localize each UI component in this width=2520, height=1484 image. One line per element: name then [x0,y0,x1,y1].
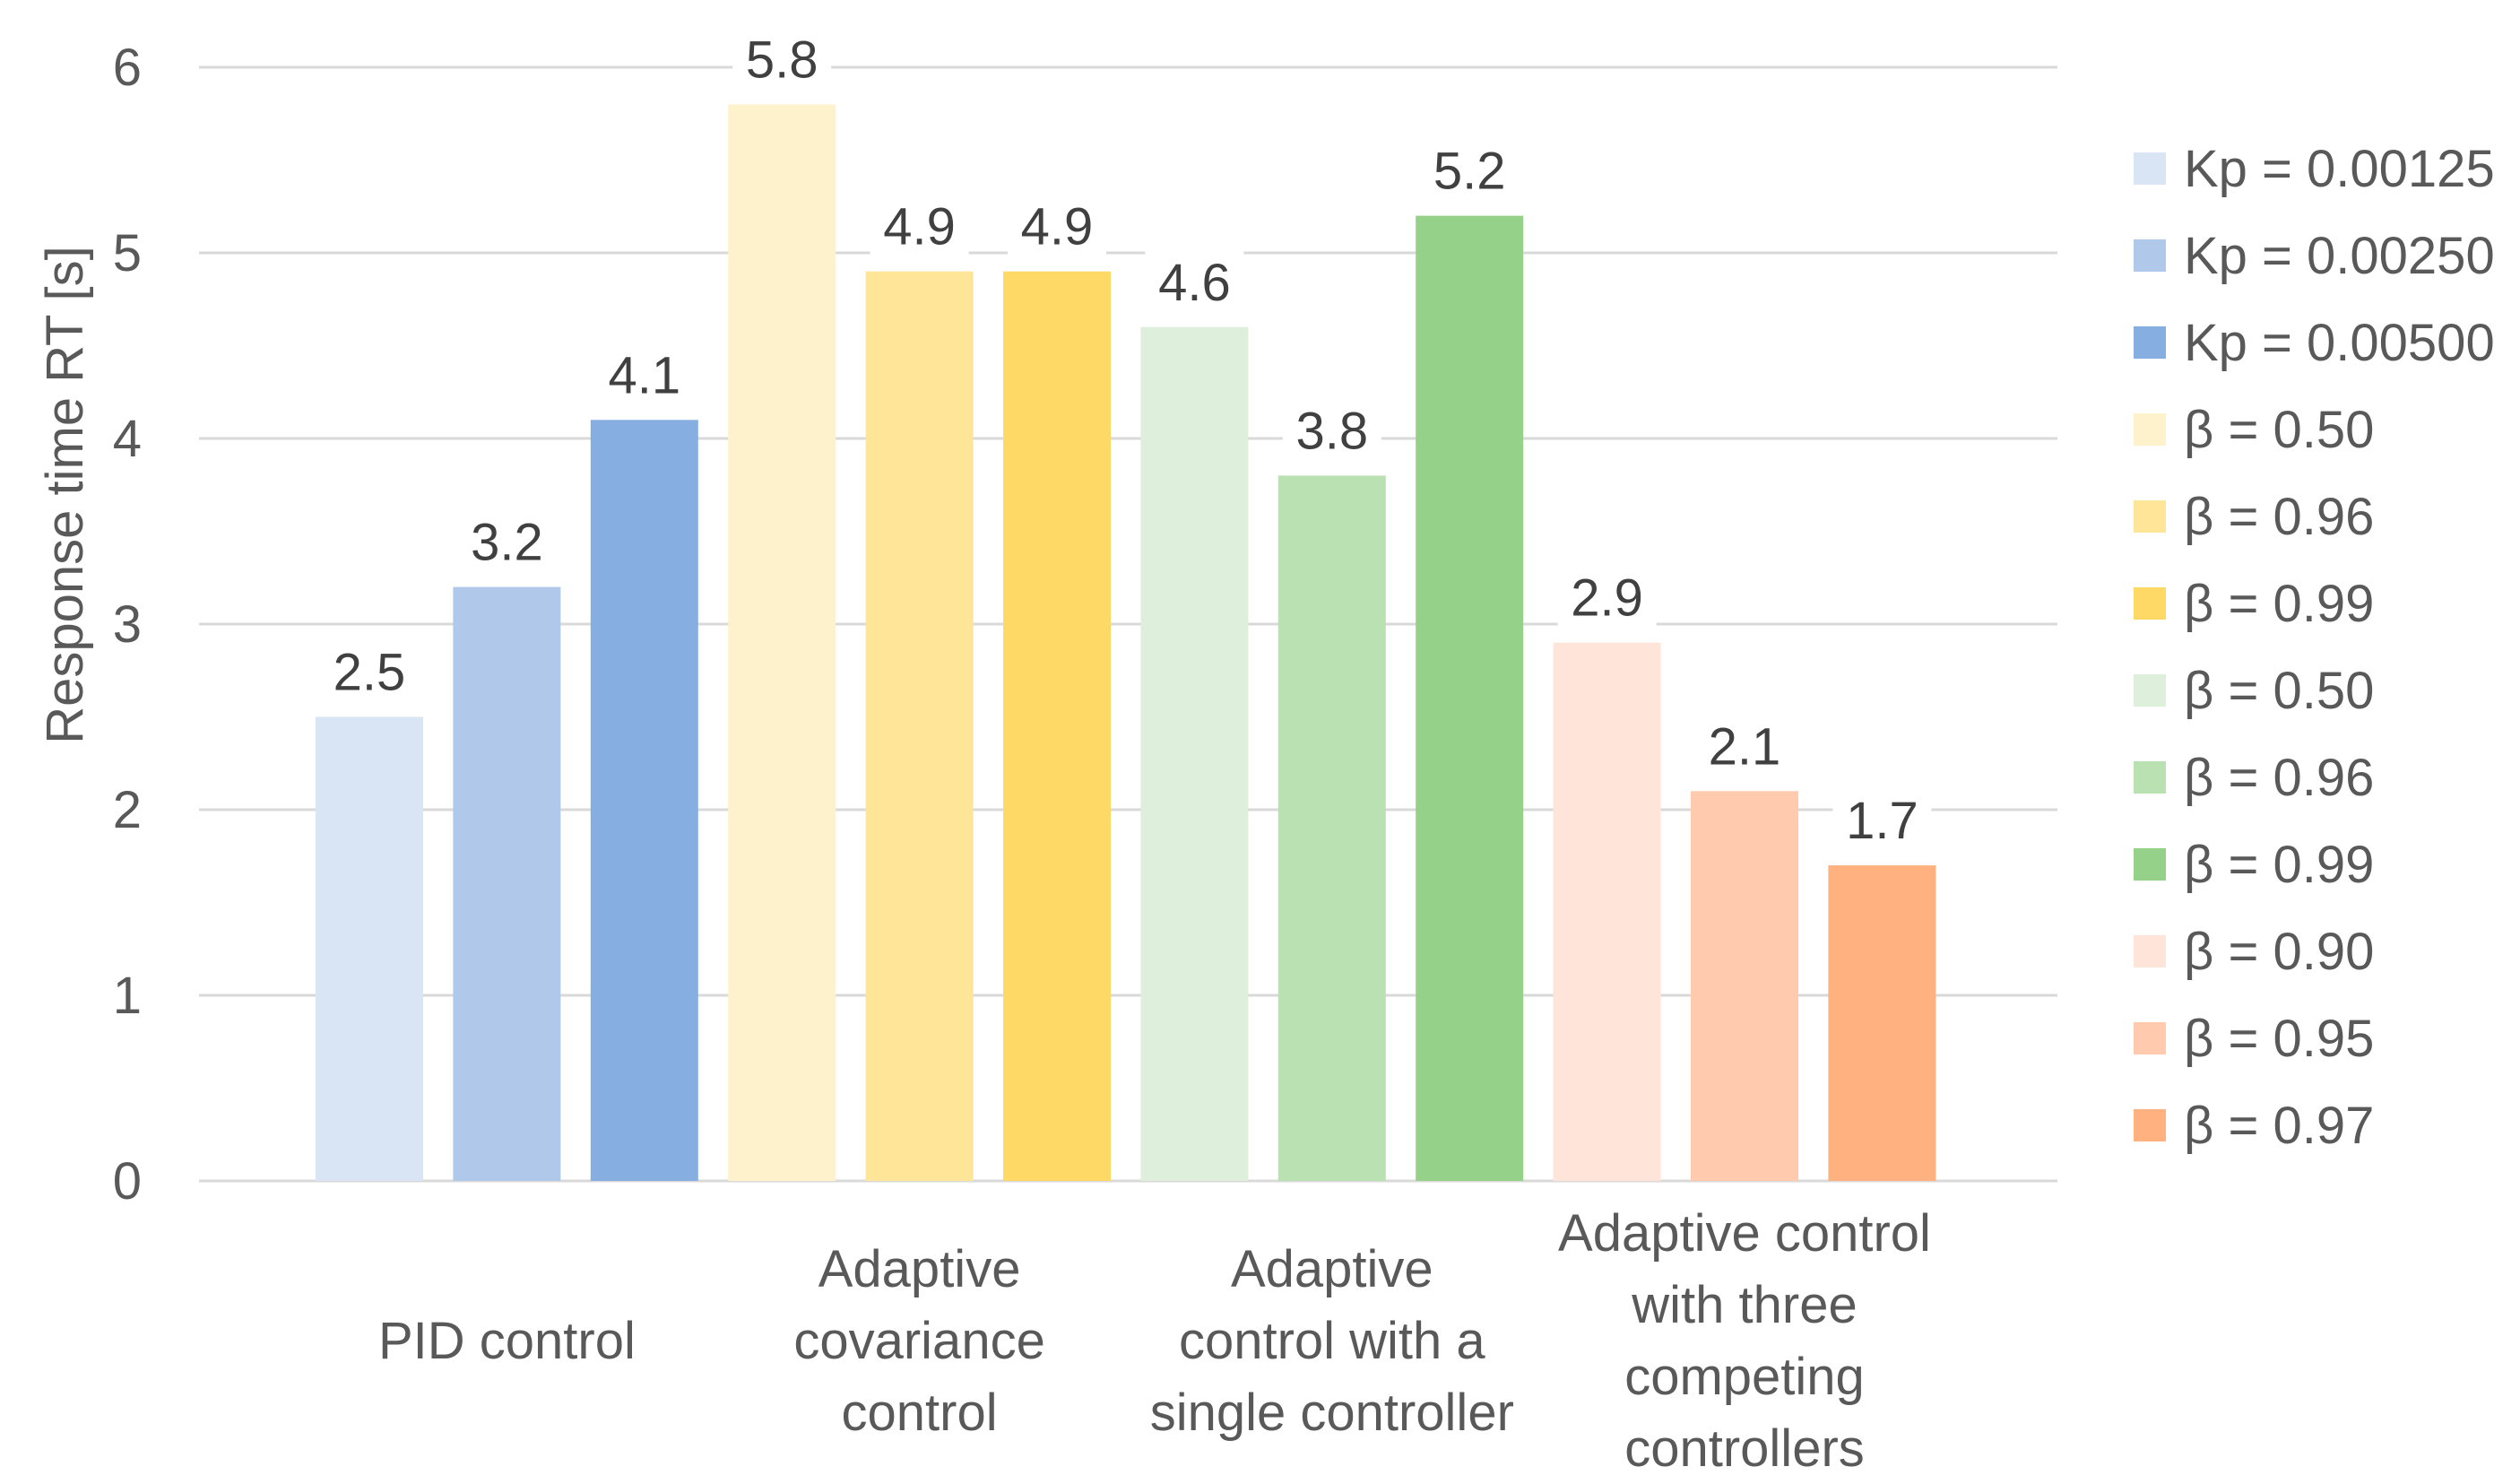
legend-label-11: β = 0.95 [2184,1010,2374,1068]
data-label-11: 2.1 [1709,717,1781,776]
category-label-line: Adaptive [818,1240,1021,1298]
legend: Kp = 0.00125 Kp = 0.00250 Kp = 0.00500 β = … [2134,140,2495,1155]
data-label-background [1008,194,1106,261]
bar-8 [1277,475,1386,1181]
legend-swatch-2 [2134,239,2166,272]
legend-swatch-10 [2134,935,2166,968]
category-label-line: control [842,1384,998,1442]
data-label-background [1282,398,1381,465]
legend-label-9: β = 0.99 [2184,836,2374,894]
y-tick-label: 0 [113,1152,142,1211]
legend-swatch-11 [2134,1022,2166,1054]
category-label-line: covariance [793,1312,1044,1370]
data-label-9: 5.2 [1433,143,1506,201]
data-label-background [594,343,694,410]
y-tick-label: 5 [113,224,142,282]
bar-2 [453,586,561,1181]
bar-5 [865,271,974,1181]
data-label-10: 2.9 [1571,569,1643,628]
bar-11 [1691,791,1798,1181]
legend-label-1: Kp = 0.00125 [2184,140,2495,198]
y-tick-label: 1 [113,967,142,1025]
data-label-background [1832,788,1932,855]
legend-label-8: β = 0.96 [2184,749,2374,807]
category-label-line: PID control [378,1312,636,1370]
bar-1 [316,716,423,1181]
legend-swatch-12 [2134,1109,2166,1141]
data-label-background [1557,565,1657,632]
data-label-background [732,27,832,94]
data-label-background [457,509,557,577]
category-label-line: with three [1631,1276,1857,1334]
legend-label-10: β = 0.90 [2184,923,2374,981]
legend-swatch-5 [2134,500,2166,533]
category-label-1: PID control [378,1312,636,1370]
data-label-background [1420,138,1520,205]
category-label-line: Adaptive control [1558,1204,1931,1263]
category-label-line: control with a [1179,1312,1485,1370]
legend-label-3: Kp = 0.00500 [2184,314,2495,372]
y-tick-label: 6 [113,39,142,97]
category-label-3: Adaptive control with a single controller [1150,1240,1514,1442]
legend-swatch-7 [2134,674,2166,707]
legend-swatch-3 [2134,326,2166,359]
data-label-7: 4.6 [1158,254,1231,312]
bar-12 [1828,865,1936,1181]
y-tick-label: 2 [113,781,142,839]
y-axis-title: Response time RT [s] [36,246,94,744]
legend-label-4: β = 0.50 [2184,401,2374,459]
data-label-background [1145,249,1244,317]
legend-swatch-9 [2134,848,2166,881]
data-label-background [320,639,419,707]
category-label-line: single controller [1150,1384,1514,1442]
bar-3 [590,420,698,1181]
data-label-3: 4.1 [608,346,680,404]
data-label-5: 4.9 [883,198,956,256]
category-label-line: controllers [1624,1419,1865,1478]
legend-swatch-1 [2134,152,2166,185]
category-label-2: Adaptive covariance control [793,1240,1044,1442]
legend-label-7: β = 0.50 [2184,662,2374,720]
bars [316,104,1936,1182]
legend-swatch-6 [2134,587,2166,620]
bar-4 [728,104,836,1181]
legend-label-5: β = 0.96 [2184,488,2374,546]
legend-label-6: β = 0.99 [2184,575,2374,633]
category-label-4: Adaptive control with three competing contr… [1558,1204,1931,1478]
y-tick-label: 4 [113,410,142,468]
data-label-1: 2.5 [333,644,406,702]
legend-swatch-8 [2134,761,2166,794]
data-label-12: 1.7 [1846,792,1918,850]
category-label-line: Adaptive [1231,1240,1433,1298]
data-label-background [1695,714,1794,781]
y-axis-ticks: 0 1 2 3 4 5 6 [113,39,142,1211]
category-label-line: competing [1624,1348,1865,1406]
legend-label-12: β = 0.97 [2184,1097,2374,1155]
data-label-6: 4.9 [1021,198,1094,256]
data-label-4: 5.8 [746,30,818,89]
data-label-8: 3.8 [1295,402,1368,460]
bar-9 [1416,215,1524,1182]
bar-7 [1140,326,1249,1181]
data-labels: 2.5 3.2 4.1 5.8 4.9 4.9 4.6 3.8 5.2 2.9 2.1 1.7 [320,27,1932,855]
y-tick-label: 3 [113,595,142,654]
legend-swatch-4 [2134,413,2166,446]
legend-label-2: Kp = 0.00250 [2184,227,2495,285]
bar-10 [1553,642,1661,1181]
data-label-2: 3.2 [471,514,543,572]
data-label-background [870,194,969,261]
bar-6 [1003,271,1111,1181]
